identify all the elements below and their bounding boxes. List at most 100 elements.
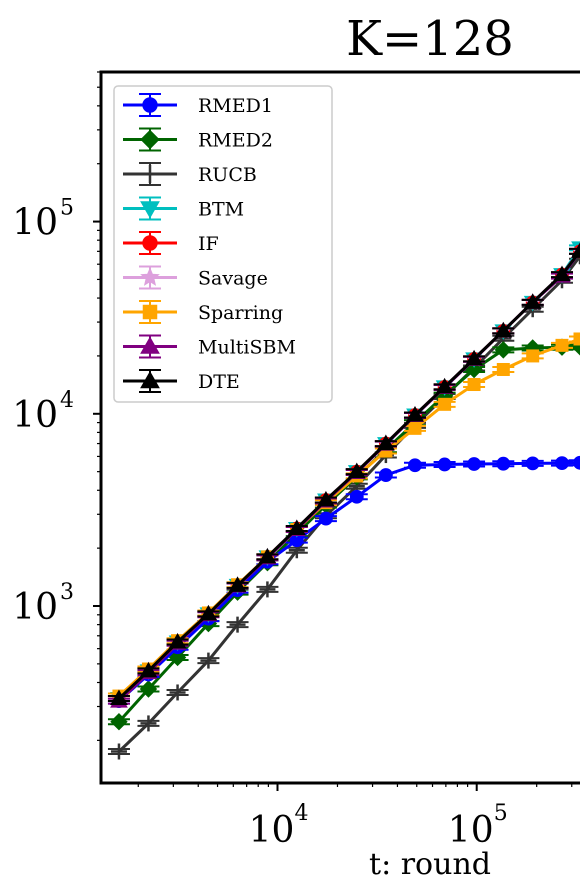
legend-label: RUCB	[198, 164, 257, 186]
data-point	[467, 457, 481, 471]
x-tick-base: 10	[448, 810, 494, 851]
data-point	[494, 321, 513, 338]
data-point	[168, 648, 187, 667]
error-bar	[569, 244, 580, 252]
series-rmed1	[107, 455, 580, 709]
legend-marker	[142, 235, 158, 251]
legend-item-btm: BTM	[123, 196, 244, 221]
data-point	[110, 743, 127, 760]
y-tick-base: 10	[12, 587, 58, 628]
y-tick-base: 10	[12, 395, 58, 436]
data-point	[259, 581, 276, 598]
legend-marker	[140, 201, 160, 219]
data-point	[437, 457, 452, 472]
data-point	[523, 293, 542, 309]
data-point	[378, 468, 393, 482]
error-bar	[569, 343, 580, 351]
plot-frame	[99, 70, 580, 785]
x-tick-exponent: 4	[295, 801, 309, 826]
y-tick-exponent: 3	[60, 580, 74, 605]
y-tick-label: 10 5	[12, 196, 74, 244]
data-point	[465, 349, 483, 366]
data-point	[496, 456, 511, 471]
data-point	[406, 406, 424, 422]
legend-item-rucb: RUCB	[123, 162, 257, 186]
legend-label: Sparring	[198, 302, 283, 324]
data-point	[525, 456, 540, 471]
data-point	[199, 604, 218, 621]
legend-item-rmed2: RMED2	[123, 127, 273, 152]
y-tick-label: 10 4	[12, 388, 74, 436]
legend-label: RMED1	[198, 95, 273, 117]
series-line	[117, 345, 580, 723]
data-point	[438, 397, 452, 411]
data-point	[139, 680, 158, 698]
data-point	[555, 456, 569, 470]
error-bar	[569, 459, 580, 467]
chart-title: K=128	[346, 11, 514, 67]
legend-item-multisbm: MultiSBM	[123, 334, 296, 359]
data-point	[467, 378, 481, 392]
data-point	[377, 434, 395, 451]
x-tick-label: 10 5	[448, 801, 508, 851]
data-point	[110, 689, 128, 706]
data-point	[319, 511, 333, 526]
data-point	[408, 421, 422, 435]
data-point	[258, 547, 277, 564]
data-point	[571, 242, 580, 258]
data-point	[408, 458, 422, 473]
data-point	[287, 519, 306, 536]
y-tick-exponent: 4	[60, 388, 74, 413]
data-point	[110, 713, 128, 731]
data-point	[494, 341, 513, 359]
legend-item-rmed1: RMED1	[123, 93, 273, 117]
data-point	[228, 576, 247, 592]
data-point	[553, 265, 571, 282]
data-point	[435, 377, 454, 394]
data-point	[200, 652, 217, 669]
series-layer	[107, 241, 580, 760]
legend-marker	[140, 129, 160, 150]
legend-item-if: IF	[123, 231, 219, 255]
error-bar	[569, 247, 580, 255]
legend-box	[113, 85, 333, 403]
legend-marker	[140, 336, 160, 354]
data-point	[140, 715, 157, 732]
x-axis-label: t: round	[369, 847, 491, 882]
legend-marker	[140, 267, 160, 286]
x-tick-label: 10 4	[249, 801, 309, 851]
axes-layer	[93, 70, 580, 791]
y-tick-exponent: 5	[60, 196, 74, 221]
legend-label: IF	[198, 233, 219, 255]
y-tick-base: 10	[12, 203, 58, 244]
data-point	[139, 661, 158, 678]
y-tick-label: 10 3	[12, 580, 74, 628]
data-point	[555, 338, 569, 352]
data-point	[168, 632, 187, 649]
legend-marker	[141, 165, 159, 183]
data-point	[496, 362, 510, 376]
x-tick-exponent: 5	[494, 801, 508, 826]
x-tick-base: 10	[249, 810, 295, 851]
data-point	[573, 455, 580, 470]
data-point	[526, 349, 540, 363]
tick-label-layer: 10 4 10 510 310 410 5	[12, 196, 508, 851]
data-point	[573, 332, 580, 346]
legend-item-sparring: Sparring	[123, 300, 283, 324]
legend-item-dte: DTE	[123, 369, 240, 393]
data-point	[349, 489, 364, 504]
error-bar	[569, 335, 580, 343]
legend-marker	[140, 370, 160, 389]
legend-marker	[142, 97, 158, 113]
data-point	[317, 490, 335, 507]
legend-label: BTM	[198, 199, 244, 221]
legend-label: MultiSBM	[198, 337, 296, 359]
legend: RMED1 RMED2 RUCB BTM IF Savage Sparring MultiSB…	[113, 85, 333, 403]
data-point	[347, 462, 366, 479]
legend-marker	[142, 304, 158, 320]
legend-item-savage: Savage	[123, 265, 268, 290]
legend-label: RMED2	[198, 130, 273, 152]
series-dte	[107, 242, 580, 706]
data-point	[169, 684, 186, 701]
